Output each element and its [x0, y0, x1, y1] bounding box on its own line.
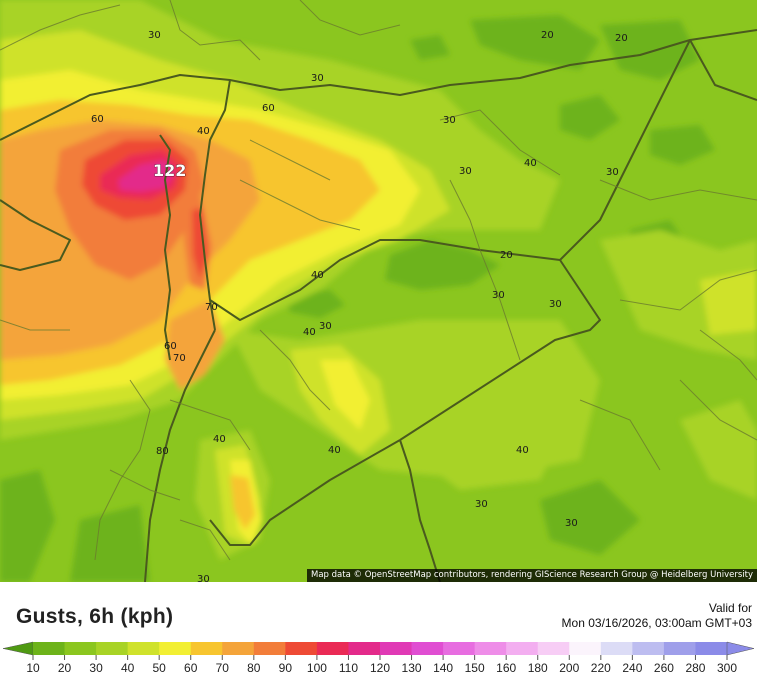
valid-time: Mon 03/16/2026, 03:00am GMT+03 [561, 616, 752, 630]
contour-label: 30 [311, 73, 324, 84]
contour-label: 30 [197, 574, 210, 582]
colorbar-tick-label: 50 [153, 661, 167, 675]
legend: Gusts, 6h (kph) Valid for Mon 03/16/2026… [0, 582, 757, 687]
contour-label: 30 [492, 290, 505, 301]
contour-label: 30 [148, 30, 161, 41]
colorbar-tick-label: 260 [654, 661, 674, 675]
colorbar-tick-label: 120 [370, 661, 390, 675]
colorbar-swatch [600, 642, 633, 655]
colorbar-swatch [96, 642, 129, 655]
contour-label: 40 [213, 434, 226, 445]
colorbar-tick-label: 200 [559, 661, 579, 675]
colorbar-tick-label: 240 [622, 661, 642, 675]
colorbar-swatch [443, 642, 476, 655]
contour-label: 70 [173, 353, 186, 364]
colorbar-swatch [190, 642, 223, 655]
colorbar-swatch [380, 642, 413, 655]
colorbar-swatch [569, 642, 602, 655]
colorbar-arrow-left [2, 641, 34, 656]
colorbar-swatch [316, 642, 349, 655]
legend-title: Gusts, 6h (kph) [16, 605, 174, 628]
colorbar-swatch [127, 642, 160, 655]
contour-label: 30 [475, 499, 488, 510]
colorbar-swatch [695, 642, 728, 655]
map-attribution[interactable]: Map data © OpenStreetMap contributors, r… [307, 569, 757, 582]
contour-label: 40 [524, 158, 537, 169]
colorbar-tick-label: 180 [528, 661, 548, 675]
colorbar-swatch [411, 642, 444, 655]
valid-time-block: Valid for Mon 03/16/2026, 03:00am GMT+03 [562, 601, 752, 631]
colorbar-tick-label: 220 [591, 661, 611, 675]
colorbar-tick-label: 60 [184, 661, 198, 675]
colorbar-swatch [159, 642, 192, 655]
contour-label: 40 [303, 327, 316, 338]
admin-borders [0, 0, 757, 561]
contour-label: 30 [565, 518, 578, 529]
colorbar-swatch [663, 642, 696, 655]
contour-label: 40 [516, 445, 529, 456]
colorbar-swatch [253, 642, 286, 655]
country-borders [0, 29, 757, 582]
colorbar-tick-label: 160 [496, 661, 516, 675]
colorbar-tick-label: 10 [26, 661, 40, 675]
gust-map[interactable]: 30 20 20 30 60 60 40 30 40 30 30 20 30 3… [0, 0, 757, 582]
contour-label: 30 [319, 321, 332, 332]
contour-label: 80 [156, 446, 169, 457]
contour-label: 30 [443, 115, 456, 126]
contour-label: 60 [91, 114, 104, 125]
colorbar-swatch [222, 642, 255, 655]
contour-label: 40 [311, 270, 324, 281]
contour-label: 20 [541, 30, 554, 41]
map-canvas: 30 20 20 30 60 60 40 30 40 30 30 20 30 3… [0, 0, 757, 582]
colorbar-tick-label: 20 [58, 661, 72, 675]
colorbar-tick-label: 100 [307, 661, 327, 675]
colorbar-swatch [348, 642, 381, 655]
colorbar-swatch [64, 642, 97, 655]
contour-label: 20 [500, 250, 513, 261]
contour-label: 30 [459, 166, 472, 177]
colorbar-swatch [537, 642, 570, 655]
colorbar-swatch [285, 642, 318, 655]
colorbar-swatch [632, 642, 665, 655]
colorbar-tick-label: 300 [717, 661, 737, 675]
colorbar-tick-label: 140 [433, 661, 453, 675]
colorbar-tick-label: 130 [402, 661, 422, 675]
colorbar-arrow-right [726, 641, 755, 656]
colorbar-tick-label: 90 [279, 661, 293, 675]
colorbar-tick-label: 280 [685, 661, 705, 675]
contour-label: 60 [164, 341, 177, 352]
colorbar-tick-label: 150 [465, 661, 485, 675]
colorbar-tick-label: 70 [216, 661, 230, 675]
colorbar-tick-label: 80 [247, 661, 261, 675]
colorbar-swatch [506, 642, 539, 655]
contour-label: 70 [205, 302, 218, 313]
colorbar-tick-label: 30 [89, 661, 103, 675]
contour-label: 20 [615, 33, 628, 44]
colorbar-tick-label: 40 [121, 661, 135, 675]
colorbar-swatch [33, 642, 66, 655]
colorbar-tick-label: 110 [339, 661, 358, 675]
colorbar-swatch [474, 642, 507, 655]
contour-labels: 30 20 20 30 60 60 40 30 40 30 30 20 30 3… [91, 30, 628, 582]
contour-label: 60 [262, 103, 275, 114]
valid-for-label: Valid for [708, 601, 752, 615]
contour-label: 30 [549, 299, 562, 310]
max-gust-label: 122 [153, 161, 186, 180]
colorbar: 10 20 30 40 50 60 70 80 90 100 110 120 130 140 150 160 1… [2, 641, 755, 675]
contour-label: 40 [328, 445, 341, 456]
contour-label: 40 [197, 126, 210, 137]
contour-label: 30 [606, 167, 619, 178]
